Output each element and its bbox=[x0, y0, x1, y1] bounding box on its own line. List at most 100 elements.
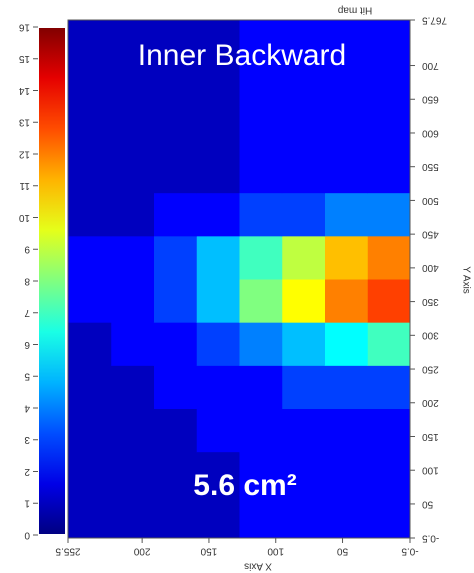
heatmap-cell bbox=[153, 408, 197, 453]
colorbar-tick-label: 2 bbox=[24, 466, 30, 477]
heatmap-cell bbox=[239, 63, 283, 107]
heatmap-cell bbox=[324, 322, 368, 366]
heatmap-cell bbox=[239, 106, 283, 150]
heatmap-cell bbox=[110, 106, 154, 150]
colorbar-tick-label: 6 bbox=[24, 339, 30, 350]
heatmap-cell bbox=[68, 149, 112, 194]
chart-title: Hit map bbox=[337, 4, 372, 15]
colorbar-tick-label: 1 bbox=[24, 498, 30, 509]
heatmap-cell bbox=[367, 408, 411, 453]
colorbar-tick-label: 0 bbox=[24, 529, 30, 540]
x-tick-label: 150 bbox=[200, 545, 217, 556]
x-axis-title: X Axis bbox=[244, 560, 272, 571]
y-tick-label: 700 bbox=[422, 60, 439, 71]
colorbar-tick-label: 16 bbox=[18, 21, 30, 32]
heatmap-cell bbox=[367, 451, 411, 496]
heatmap-cell bbox=[324, 279, 368, 323]
heatmap-cell bbox=[239, 322, 283, 366]
heatmap-cell bbox=[153, 365, 197, 409]
heatmap-cell bbox=[239, 235, 283, 280]
heatmap-cell bbox=[367, 322, 411, 366]
heatmap-cell bbox=[367, 235, 411, 280]
heatmap-cell bbox=[110, 494, 154, 539]
heatmap-cell bbox=[324, 408, 368, 453]
heatmap-cell bbox=[239, 365, 283, 409]
colorbar-tick-label: 14 bbox=[18, 85, 30, 96]
heatmap-cell bbox=[196, 192, 240, 237]
heatmap-cell bbox=[153, 20, 197, 64]
y-tick-label: 450 bbox=[422, 229, 439, 240]
heatmap-cell bbox=[324, 20, 368, 64]
heatmap-cell bbox=[110, 365, 154, 409]
heatmap-cell bbox=[239, 20, 283, 64]
heatmap-cell bbox=[281, 192, 325, 237]
heatmap-cell bbox=[281, 365, 325, 409]
heatmap-cell bbox=[324, 149, 368, 194]
overlay-title: Inner Backward bbox=[138, 39, 346, 72]
colorbar-tick-label: 15 bbox=[18, 53, 30, 64]
heatmap-cell bbox=[367, 494, 411, 539]
heatmap-cell bbox=[281, 494, 325, 539]
heatmap-cell bbox=[68, 20, 112, 64]
heatmap-cell bbox=[153, 149, 197, 194]
heatmap-cell bbox=[68, 235, 112, 280]
heatmap-cell bbox=[324, 192, 368, 237]
heatmap-cell bbox=[153, 192, 197, 237]
heatmap-cell bbox=[239, 408, 283, 453]
colorbar-tick-label: 13 bbox=[18, 117, 30, 128]
heatmap-cell bbox=[68, 63, 112, 107]
heatmap-cell bbox=[68, 192, 112, 237]
heatmap-cell bbox=[196, 322, 240, 366]
colorbar-tick-label: 10 bbox=[18, 212, 30, 223]
y-tick-label: -0.5 bbox=[422, 532, 440, 543]
y-tick-label: 400 bbox=[422, 262, 439, 273]
heatmap-cell bbox=[110, 408, 154, 453]
x-tick-label: 200 bbox=[133, 545, 150, 556]
heatmap-cell bbox=[68, 365, 112, 409]
heatmap-cell bbox=[324, 63, 368, 107]
heatmap-cell bbox=[281, 322, 325, 366]
colorbar-tick-label: 11 bbox=[19, 180, 30, 191]
x-tick-label: 100 bbox=[267, 545, 284, 556]
y-tick-label: 100 bbox=[422, 465, 439, 476]
y-tick-label: 550 bbox=[422, 161, 439, 172]
heatmap-cell bbox=[110, 192, 154, 237]
heatmap-cell bbox=[153, 494, 197, 539]
heatmap-cell bbox=[324, 451, 368, 496]
heatmap-cell bbox=[324, 365, 368, 409]
heatmap-cell bbox=[239, 192, 283, 237]
heatmap-cell bbox=[367, 192, 411, 237]
heatmap-cell bbox=[110, 20, 154, 64]
y-tick-label: 50 bbox=[422, 498, 434, 509]
heatmap-cell bbox=[196, 20, 240, 64]
heatmap-cell bbox=[110, 63, 154, 107]
colorbar-tick-label: 5 bbox=[24, 371, 30, 382]
heatmap-cell bbox=[367, 279, 411, 323]
heatmap-cell bbox=[196, 494, 240, 539]
colorbar-tick-label: 8 bbox=[24, 275, 30, 286]
heatmap-cell bbox=[367, 20, 411, 64]
heatmap bbox=[68, 20, 411, 539]
colorbar-tick-label: 4 bbox=[24, 402, 30, 413]
heatmap-cell bbox=[281, 408, 325, 453]
heatmap-cell bbox=[281, 279, 325, 323]
heatmap-cell bbox=[196, 63, 240, 107]
colorbar-tick-label: 9 bbox=[24, 244, 30, 255]
y-tick-label: 250 bbox=[422, 363, 439, 374]
colorbar-tick-label: 7 bbox=[24, 307, 30, 318]
heatmap-cell bbox=[196, 149, 240, 194]
heatmap-cell bbox=[68, 451, 112, 496]
y-tick-label: 300 bbox=[422, 330, 439, 341]
colorbar-tick-label: 12 bbox=[18, 148, 30, 159]
heatmap-cell bbox=[281, 235, 325, 280]
heatmap-cell bbox=[367, 365, 411, 409]
heatmap-cell bbox=[68, 279, 112, 323]
heatmap-cell bbox=[110, 279, 154, 323]
y-tick-label: 650 bbox=[422, 94, 439, 105]
heatmap-cell bbox=[153, 106, 197, 150]
heatmap-cell bbox=[153, 322, 197, 366]
heatmap-cell bbox=[324, 106, 368, 150]
heatmap-cell bbox=[153, 63, 197, 107]
heatmap-cell bbox=[68, 408, 112, 453]
